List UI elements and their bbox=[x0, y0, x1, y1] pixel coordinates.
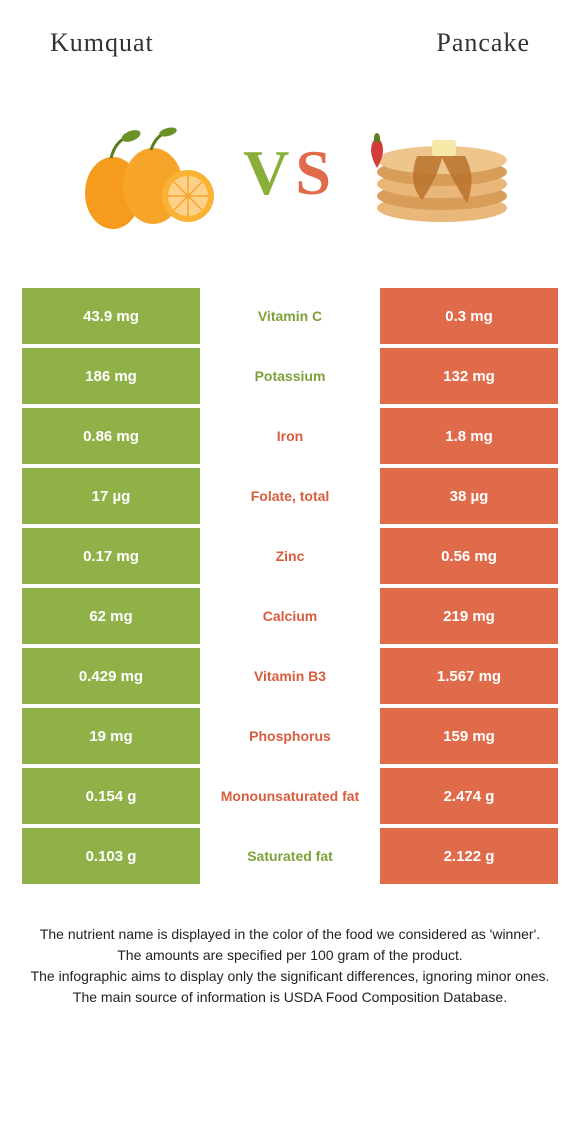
left-value: 17 µg bbox=[22, 468, 200, 524]
nutrient-row: 0.154 gMonounsaturated fat2.474 g bbox=[22, 768, 558, 824]
left-value: 0.429 mg bbox=[22, 648, 200, 704]
nutrient-name: Vitamin B3 bbox=[200, 648, 380, 704]
right-value: 2.474 g bbox=[380, 768, 558, 824]
footnote-line: The nutrient name is displayed in the co… bbox=[30, 924, 550, 945]
right-value: 132 mg bbox=[380, 348, 558, 404]
vs-s: S bbox=[295, 136, 337, 210]
right-value: 219 mg bbox=[380, 588, 558, 644]
footnote-line: The main source of information is USDA F… bbox=[30, 987, 550, 1008]
nutrient-name: Monounsaturated fat bbox=[200, 768, 380, 824]
left-food-title: Kumquat bbox=[50, 28, 154, 58]
nutrient-row: 0.86 mgIron1.8 mg bbox=[22, 408, 558, 464]
footnotes: The nutrient name is displayed in the co… bbox=[30, 924, 550, 1008]
right-value: 159 mg bbox=[380, 708, 558, 764]
header: Kumquat Pancake bbox=[0, 0, 580, 58]
left-value: 19 mg bbox=[22, 708, 200, 764]
nutrient-row: 19 mgPhosphorus159 mg bbox=[22, 708, 558, 764]
vs-v: V bbox=[243, 136, 295, 210]
right-value: 38 µg bbox=[380, 468, 558, 524]
left-value: 0.103 g bbox=[22, 828, 200, 884]
nutrient-name: Zinc bbox=[200, 528, 380, 584]
nutrient-name: Iron bbox=[200, 408, 380, 464]
right-value: 1.567 mg bbox=[380, 648, 558, 704]
nutrient-row: 0.429 mgVitamin B31.567 mg bbox=[22, 648, 558, 704]
vs-label: V S bbox=[243, 136, 337, 210]
nutrient-row: 0.17 mgZinc0.56 mg bbox=[22, 528, 558, 584]
nutrient-name: Folate, total bbox=[200, 468, 380, 524]
left-value: 0.154 g bbox=[22, 768, 200, 824]
left-value: 0.86 mg bbox=[22, 408, 200, 464]
pancake-image bbox=[347, 108, 517, 238]
footnote-line: The amounts are specified per 100 gram o… bbox=[30, 945, 550, 966]
nutrient-row: 43.9 mgVitamin C0.3 mg bbox=[22, 288, 558, 344]
right-value: 0.3 mg bbox=[380, 288, 558, 344]
footnote-line: The infographic aims to display only the… bbox=[30, 966, 550, 987]
nutrient-name: Vitamin C bbox=[200, 288, 380, 344]
nutrient-row: 186 mgPotassium132 mg bbox=[22, 348, 558, 404]
nutrient-row: 62 mgCalcium219 mg bbox=[22, 588, 558, 644]
nutrient-name: Potassium bbox=[200, 348, 380, 404]
right-value: 1.8 mg bbox=[380, 408, 558, 464]
left-value: 62 mg bbox=[22, 588, 200, 644]
nutrient-row: 17 µgFolate, total38 µg bbox=[22, 468, 558, 524]
kumquat-image bbox=[63, 108, 233, 238]
left-value: 43.9 mg bbox=[22, 288, 200, 344]
right-value: 2.122 g bbox=[380, 828, 558, 884]
nutrient-row: 0.103 gSaturated fat2.122 g bbox=[22, 828, 558, 884]
nutrient-table: 43.9 mgVitamin C0.3 mg186 mgPotassium132… bbox=[22, 288, 558, 884]
nutrient-name: Saturated fat bbox=[200, 828, 380, 884]
left-value: 0.17 mg bbox=[22, 528, 200, 584]
right-value: 0.56 mg bbox=[380, 528, 558, 584]
nutrient-name: Calcium bbox=[200, 588, 380, 644]
nutrient-name: Phosphorus bbox=[200, 708, 380, 764]
right-food-title: Pancake bbox=[436, 28, 530, 58]
left-value: 186 mg bbox=[22, 348, 200, 404]
hero-row: V S bbox=[0, 108, 580, 238]
